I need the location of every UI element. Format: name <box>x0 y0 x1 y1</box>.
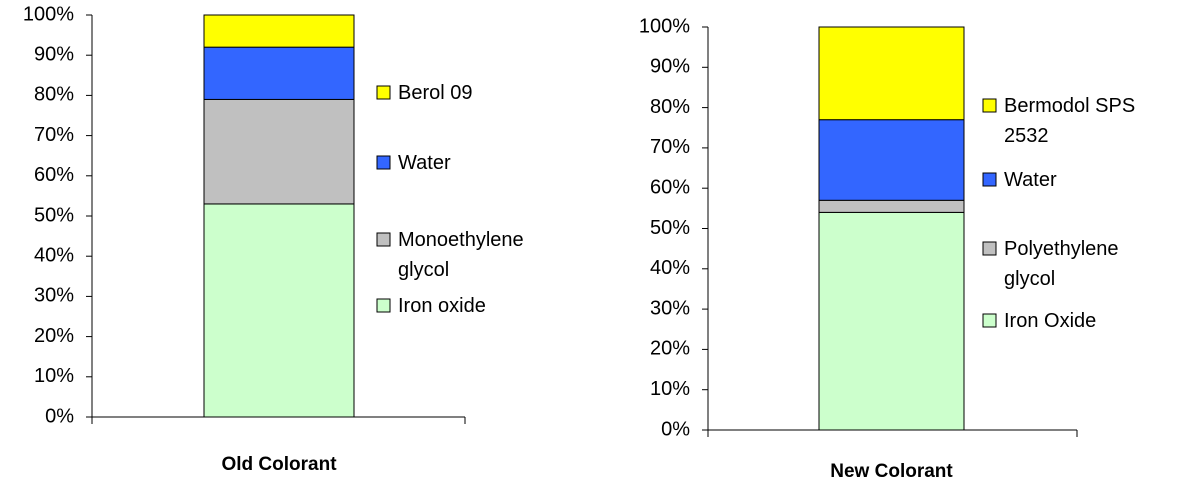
y-tick-label: 70% <box>650 136 690 158</box>
bar-segment <box>203 46 355 100</box>
y-tick-label: 30% <box>650 297 690 319</box>
y-tick-label: 20% <box>34 325 74 347</box>
y-tick-label: 100% <box>23 3 74 25</box>
y-tick-label: 0% <box>661 418 690 440</box>
legend-swatch <box>376 85 391 100</box>
y-tick-label: 60% <box>650 176 690 198</box>
y-tick-label: 60% <box>34 164 74 186</box>
legend-label: Iron Oxide <box>1004 310 1097 332</box>
legend-label: Iron oxide <box>398 295 486 317</box>
x-category-label: New Colorant <box>830 461 953 482</box>
legend-swatch <box>376 155 391 170</box>
legend-swatch <box>376 232 391 247</box>
legend-label: Water <box>398 152 451 174</box>
bar-segment <box>818 119 965 201</box>
x-category-label: Old Colorant <box>221 454 337 475</box>
y-tick-label: 80% <box>34 84 74 106</box>
y-tick-label: 70% <box>34 124 74 146</box>
y-tick-label: 100% <box>639 15 690 37</box>
y-tick-label: 40% <box>34 244 74 266</box>
legend-label: Berol 09 <box>398 82 473 104</box>
y-tick-label: 90% <box>650 56 690 78</box>
legend-label: Water <box>1004 169 1057 191</box>
legend-label: Monoethylene glycol <box>398 229 524 281</box>
bar-segment <box>818 26 965 121</box>
bar-segment <box>818 199 965 213</box>
y-tick-label: 10% <box>650 378 690 400</box>
legend-swatch <box>376 298 391 313</box>
y-tick-label: 50% <box>34 204 74 226</box>
legend-swatch <box>982 241 997 256</box>
legend-swatch <box>982 313 997 328</box>
bar-segment <box>818 211 965 431</box>
legend-label: Polyethylene glycol <box>1004 238 1119 290</box>
y-tick-label: 40% <box>650 257 690 279</box>
y-tick-label: 50% <box>650 217 690 239</box>
legend-swatch <box>982 172 997 187</box>
y-tick-label: 80% <box>650 96 690 118</box>
y-tick-label: 10% <box>34 365 74 387</box>
y-tick-label: 0% <box>45 405 74 427</box>
bar-segment <box>203 14 355 48</box>
bar-segment <box>203 203 355 418</box>
legend-swatch <box>982 98 997 113</box>
legend-label: Bermodol SPS 2532 <box>1004 95 1136 147</box>
y-tick-label: 20% <box>650 338 690 360</box>
y-tick-label: 30% <box>34 285 74 307</box>
bar-segment <box>203 98 355 205</box>
y-tick-label: 90% <box>34 43 74 65</box>
